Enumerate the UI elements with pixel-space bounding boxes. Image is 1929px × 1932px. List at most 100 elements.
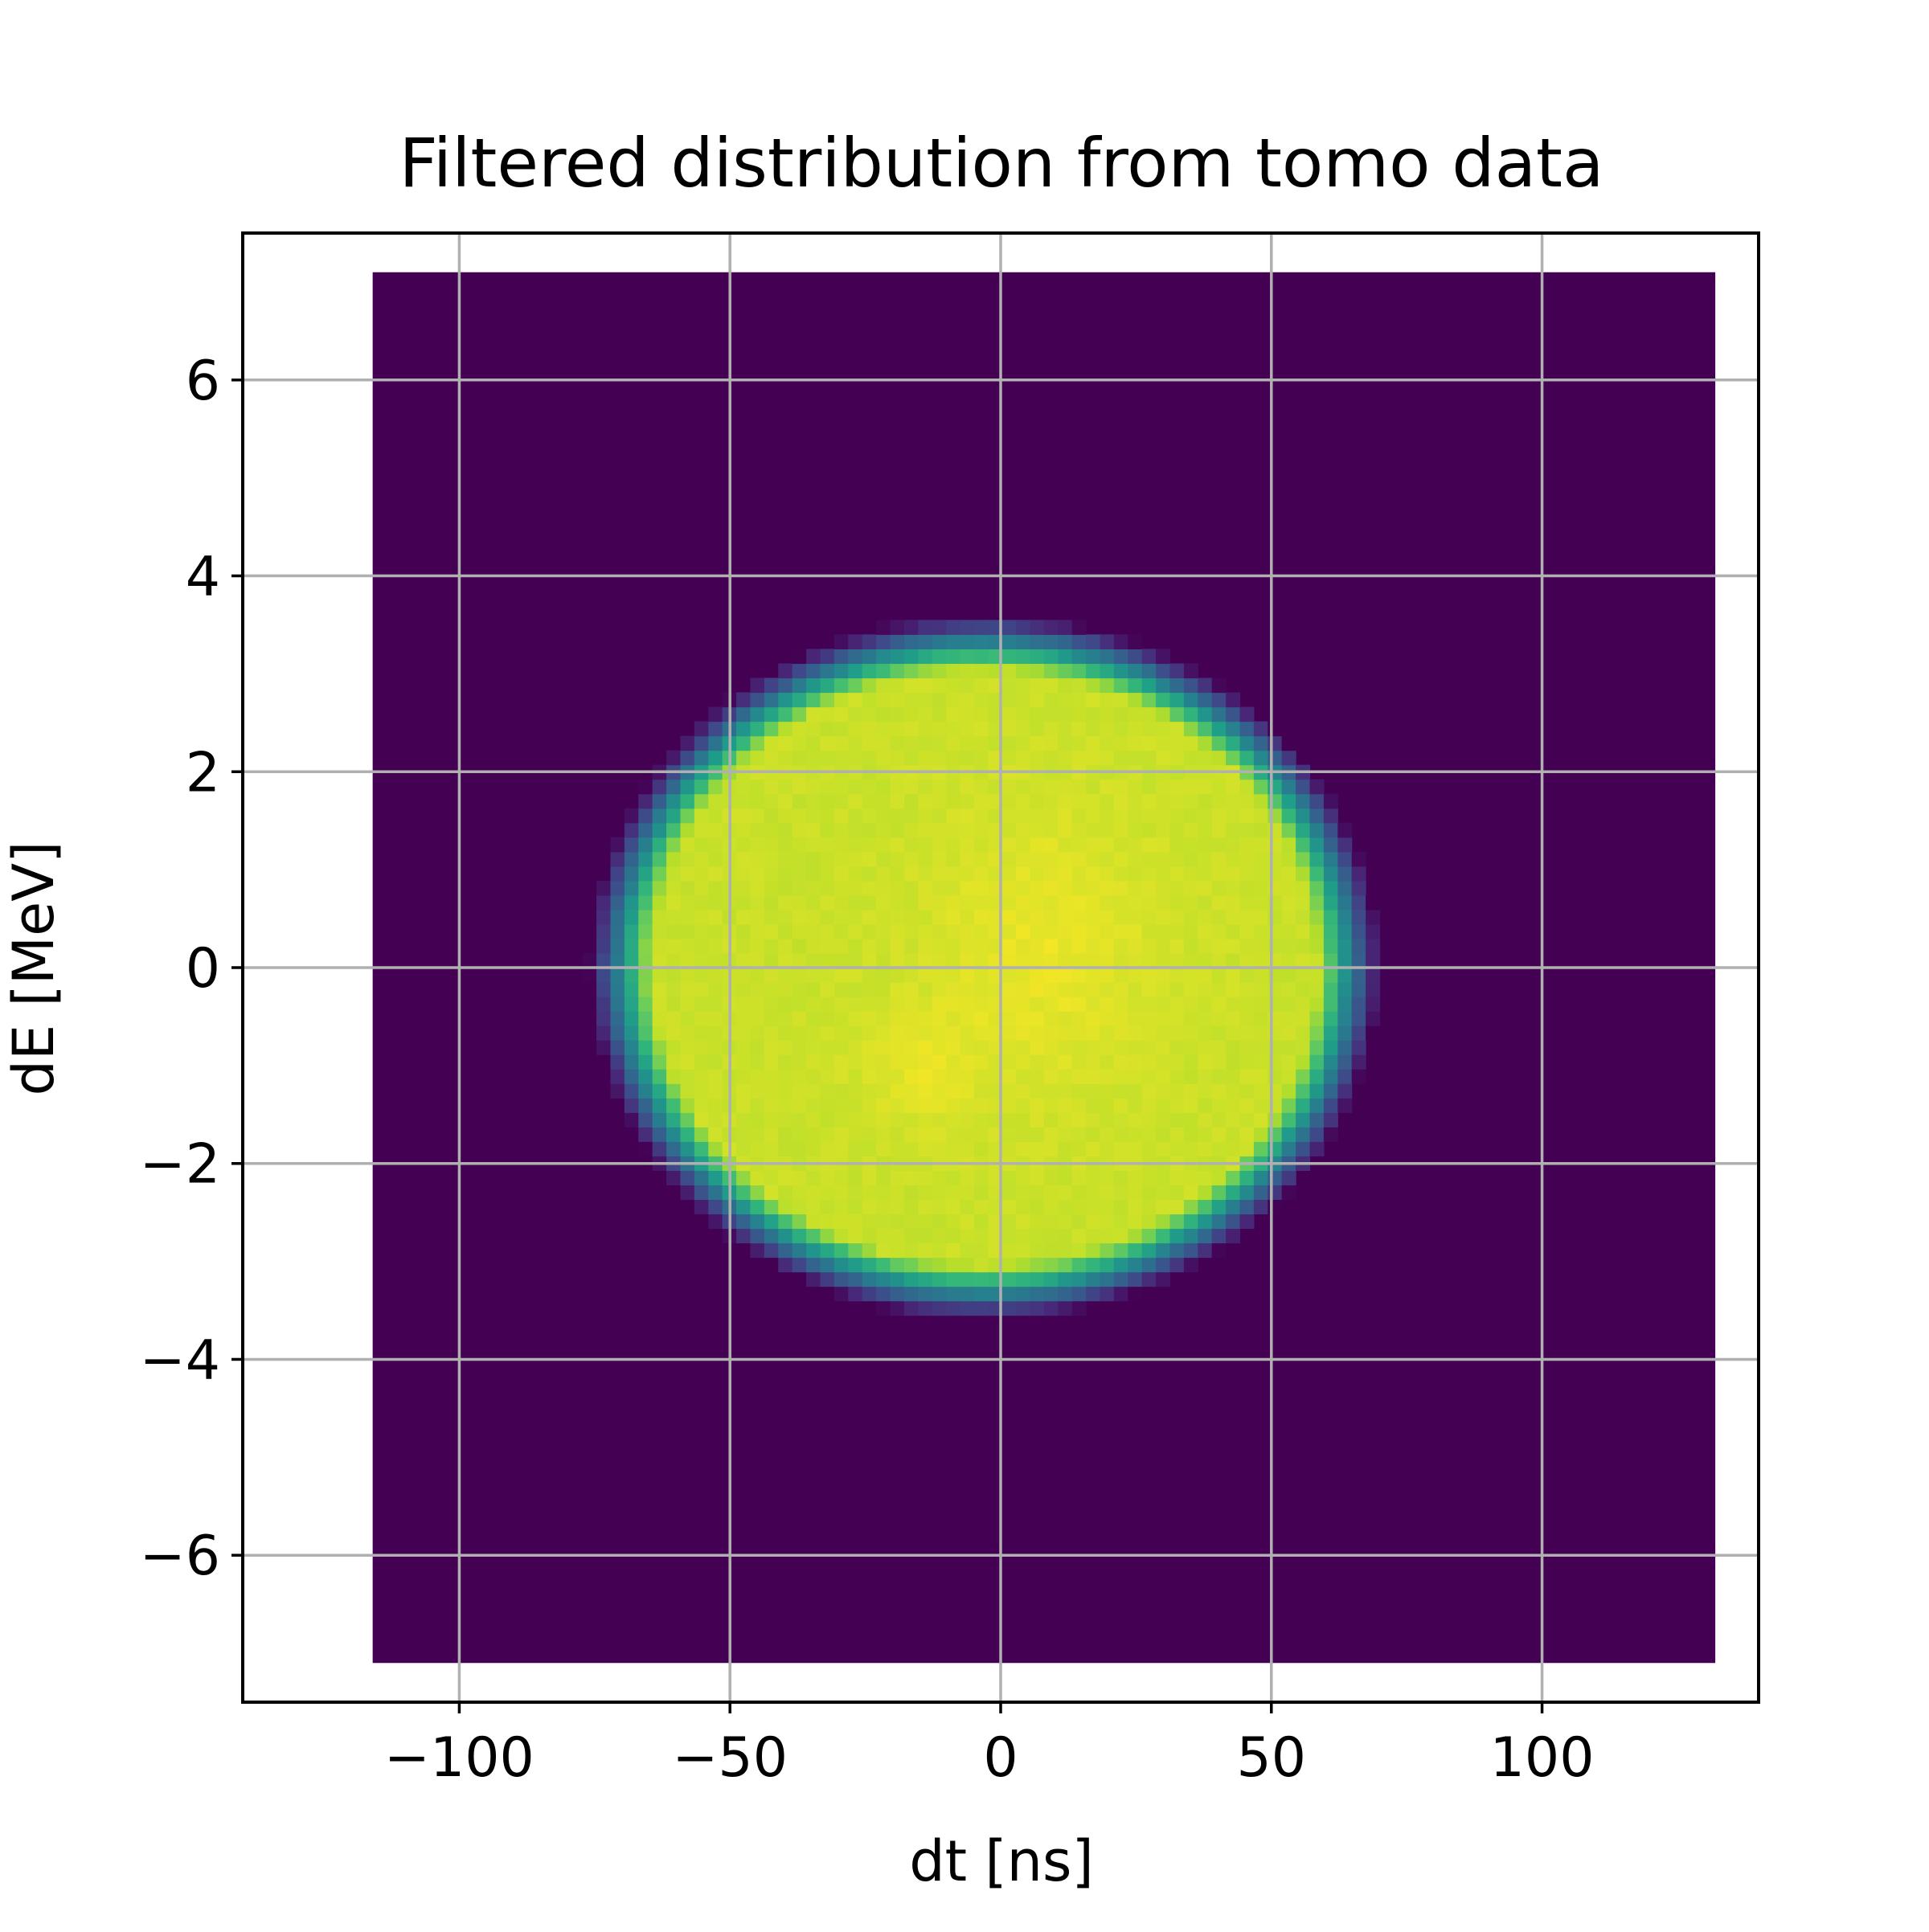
heatmap-cell [624, 1083, 639, 1099]
heatmap-cell [960, 851, 975, 867]
heatmap-cell [1086, 938, 1101, 954]
heatmap-cell [1156, 968, 1171, 983]
heatmap-cell [1030, 1083, 1045, 1099]
heatmap-cell [932, 634, 947, 650]
heatmap-cell [833, 923, 849, 939]
heatmap-cell [1113, 938, 1128, 954]
heatmap-cell [1198, 1083, 1213, 1099]
heatmap-cell [1169, 677, 1185, 694]
heatmap-cell [1086, 1069, 1101, 1084]
heatmap-cell [862, 663, 877, 679]
heatmap-cell [820, 952, 835, 968]
heatmap-cell [1086, 649, 1101, 665]
heatmap-cell [764, 880, 779, 896]
heatmap-cell [624, 1025, 639, 1041]
heatmap-cell [1016, 1083, 1031, 1099]
heatmap-cell [1281, 1040, 1296, 1055]
heatmap-cell [862, 997, 877, 1012]
heatmap-cell [1323, 808, 1338, 824]
heatmap-cell [806, 968, 821, 983]
heatmap-cell [1268, 982, 1283, 997]
heatmap-cell [1366, 909, 1381, 925]
heatmap-cell [736, 1011, 752, 1026]
heatmap-cell [1071, 1271, 1087, 1287]
heatmap-cell [1043, 1300, 1059, 1316]
heatmap-cell [694, 779, 709, 795]
heatmap-cell [1030, 880, 1045, 896]
heatmap-cell [1100, 909, 1115, 925]
heatmap-cell [903, 1257, 919, 1273]
heatmap-cell [680, 866, 695, 882]
heatmap-cell [596, 1011, 612, 1026]
heatmap-cell [708, 779, 723, 795]
heatmap-cell [973, 1083, 989, 1099]
heatmap-cell [1128, 1170, 1143, 1185]
heatmap-cell [1337, 952, 1353, 968]
heatmap-cell [1239, 735, 1255, 751]
y-tick-label: 2 [186, 741, 220, 804]
heatmap-cell [1239, 837, 1255, 853]
heatmap-cell [1156, 1199, 1171, 1215]
heatmap-cell [890, 793, 905, 809]
heatmap-cell [1281, 982, 1296, 997]
heatmap-cell [848, 1199, 863, 1215]
heatmap-cell [1211, 894, 1227, 911]
heatmap-cell [1253, 1112, 1268, 1128]
heatmap-cell [806, 1271, 821, 1287]
heatmap-cell [890, 1083, 905, 1099]
heatmap-cell [764, 1127, 779, 1142]
heatmap-cell [1323, 894, 1338, 911]
heatmap-cell [1226, 982, 1241, 997]
heatmap-cell [1113, 706, 1128, 722]
heatmap-cell [1071, 952, 1087, 968]
heatmap-cell [652, 938, 667, 954]
heatmap-cell [736, 721, 752, 737]
heatmap-cell [1183, 997, 1198, 1012]
heatmap-cell [652, 1040, 667, 1055]
heatmap-cell [903, 750, 919, 766]
heatmap-cell [820, 1127, 835, 1142]
heatmap-cell [1001, 634, 1017, 650]
heatmap-cell [833, 706, 849, 722]
heatmap-cell [1156, 997, 1171, 1012]
heatmap-cell [820, 1141, 835, 1156]
heatmap-cell [820, 997, 835, 1012]
heatmap-cell [1183, 1112, 1198, 1128]
heatmap-cell [1086, 1214, 1101, 1230]
heatmap-cell [1183, 1228, 1198, 1244]
heatmap-cell [1183, 1185, 1198, 1201]
heatmap-cell [736, 952, 752, 968]
heatmap-cell [1351, 1054, 1366, 1070]
heatmap-cell [973, 1040, 989, 1055]
heatmap-cell [1043, 735, 1059, 751]
heatmap-cell [736, 909, 752, 925]
heatmap-cell [610, 880, 625, 896]
heatmap-cell [918, 909, 933, 925]
heatmap-cell [1281, 1025, 1296, 1041]
heatmap-cell [848, 968, 863, 983]
heatmap-cell [792, 649, 807, 665]
heatmap-cell [1086, 894, 1101, 911]
heatmap-cell [1016, 692, 1031, 708]
heatmap-cell [833, 779, 849, 795]
heatmap-cell [778, 793, 793, 809]
heatmap-cell [918, 1300, 933, 1316]
heatmap-cell [1156, 1242, 1171, 1259]
heatmap-cell [1128, 1185, 1143, 1201]
heatmap-cell [903, 634, 919, 650]
heatmap-cell [1198, 1141, 1213, 1156]
heatmap-cell [833, 677, 849, 694]
heatmap-cell [960, 909, 975, 925]
heatmap-cell [1323, 866, 1338, 882]
heatmap-cell [1030, 837, 1045, 853]
heatmap-cell [1169, 721, 1185, 737]
heatmap-cell [1198, 692, 1213, 708]
heatmap-cell [1030, 663, 1045, 679]
heatmap-cell [932, 1242, 947, 1259]
heatmap-cell [988, 1214, 1003, 1230]
heatmap-cell [988, 1040, 1003, 1055]
heatmap-cell [833, 968, 849, 983]
heatmap-cell [820, 938, 835, 954]
heatmap-cell [708, 952, 723, 968]
heatmap-cell [918, 735, 933, 751]
